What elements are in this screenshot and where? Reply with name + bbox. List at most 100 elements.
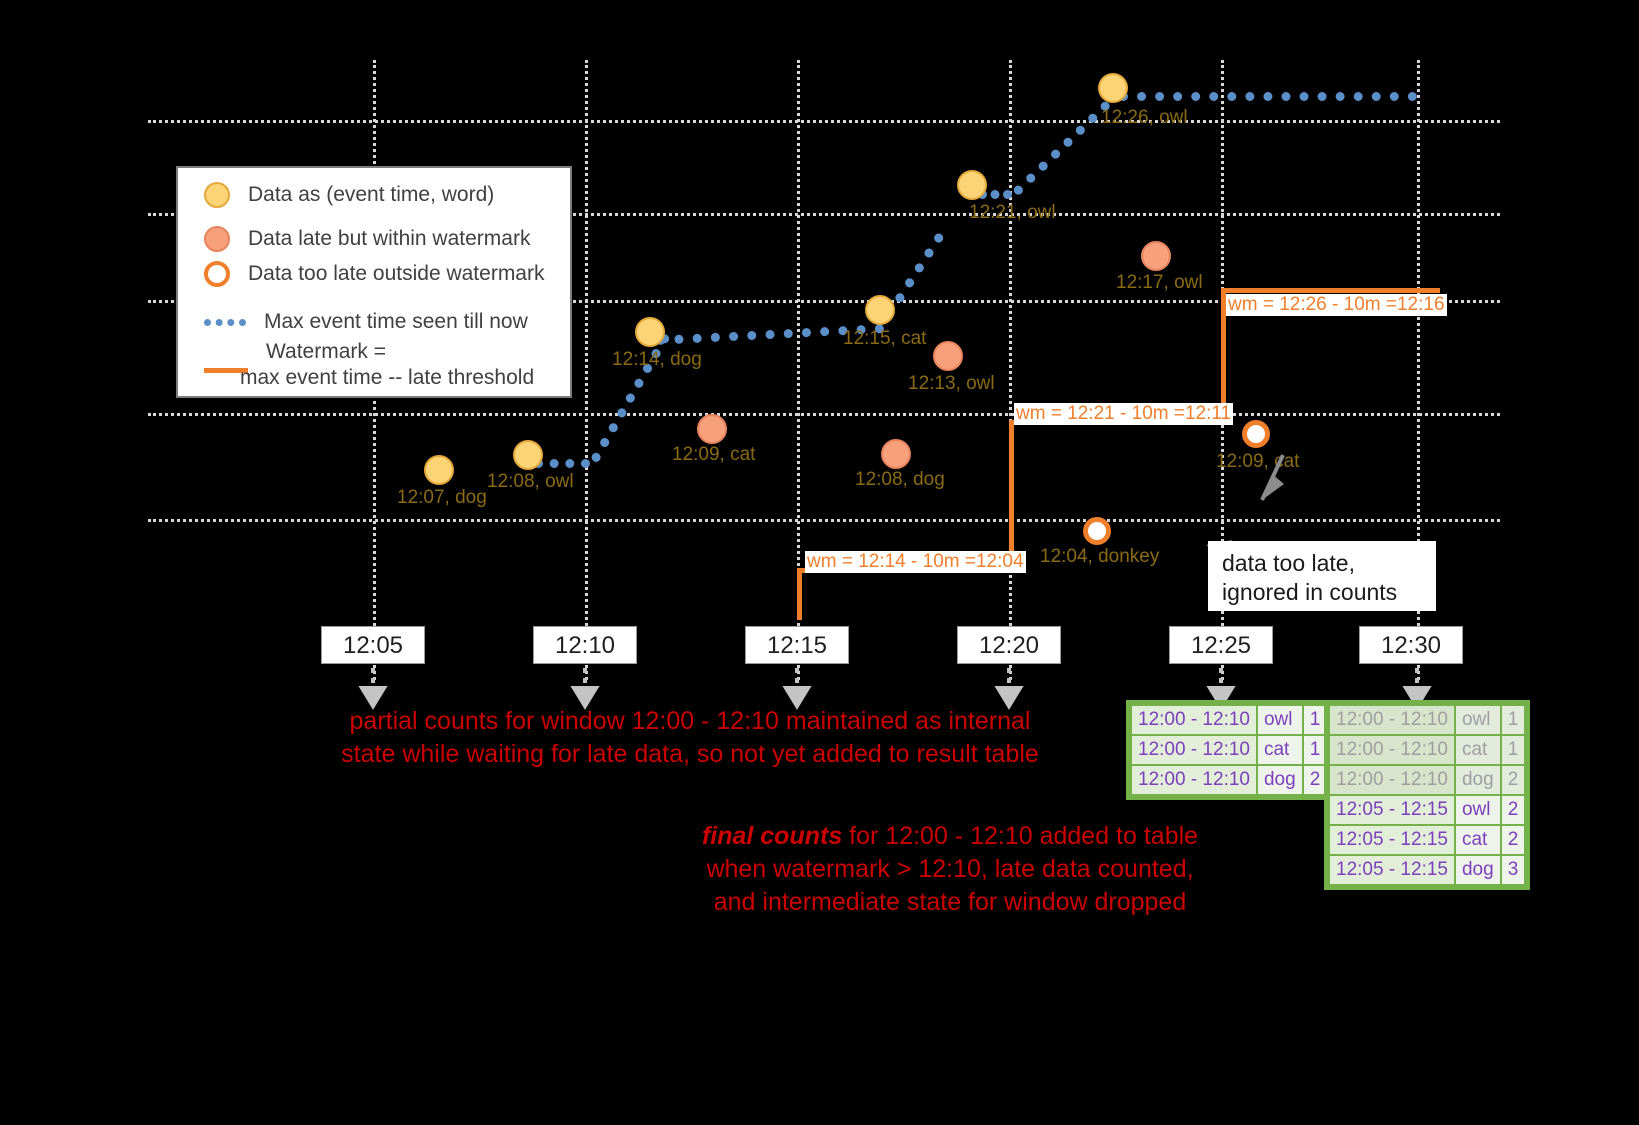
event-label: 12:17, owl	[1116, 272, 1203, 293]
time-axis-tick-1215: 12:15	[745, 626, 849, 664]
legend-label: Watermark =	[266, 340, 386, 363]
filled-salmon-circle-icon	[204, 226, 230, 252]
grid-hline	[148, 213, 1500, 216]
event-dot-ontime	[513, 440, 543, 470]
final-counts-annotation: final counts for 12:00 - 12:10 added to …	[700, 820, 1200, 919]
table-cell-count: 1	[1499, 734, 1527, 766]
table-cell-window: 12:05 - 12:15	[1328, 824, 1456, 856]
max-event-segment	[534, 459, 590, 468]
table-cell-word: dog	[1453, 764, 1502, 796]
event-dot-ontime	[1098, 73, 1128, 103]
event-label: 12:26, owl	[1101, 107, 1188, 128]
annotation-line: and intermediate state for window droppe…	[713, 888, 1187, 916]
table-cell-count: 1	[1499, 704, 1527, 736]
table-cell-word: dog	[1453, 854, 1502, 886]
table-row: 12:00 - 12:10 owl 1	[1328, 704, 1527, 736]
watermark-label: wm = 12:21 - 10m =12:11	[1014, 403, 1234, 425]
table-row: 12:05 - 12:15 owl 2	[1328, 794, 1527, 826]
annotation-line: final counts for 12:00 - 12:10 added to …	[700, 820, 1200, 853]
event-label: 12:13, owl	[908, 373, 995, 394]
annotation-line: when watermark > 12:10, late data counte…	[706, 855, 1194, 883]
event-label: 12:21, owl	[969, 202, 1056, 223]
table-cell-word: dog	[1255, 764, 1304, 796]
max-event-segment	[1119, 92, 1417, 101]
table-cell-window: 12:00 - 12:10	[1328, 704, 1456, 736]
annotation-line: partial counts for window 12:00 - 12:10 …	[349, 707, 1031, 735]
legend-label: Data as (event time, word)	[248, 183, 495, 206]
event-dot-ontime	[635, 317, 665, 347]
grid-hline	[148, 519, 1500, 522]
annotation-line: state while waiting for late data, so no…	[341, 740, 1039, 768]
table-cell-window: 12:00 - 12:10	[1328, 764, 1456, 796]
event-label: 12:09, cat	[1216, 451, 1300, 472]
result-table-2: 12:00 - 12:10 owl 1 12:00 - 12:10 cat 1 12:00 …	[1324, 700, 1531, 890]
event-label: 12:15, cat	[843, 328, 927, 349]
orange-solid-line-icon	[204, 368, 248, 373]
table-cell-word: cat	[1255, 734, 1304, 766]
time-axis-tick-1210: 12:10	[533, 626, 637, 664]
event-dot-late	[933, 341, 963, 371]
table-cell-word: owl	[1255, 704, 1304, 736]
watermark-riser	[1221, 288, 1226, 422]
table-row: 12:00 - 12:10 dog 2	[1130, 764, 1329, 796]
table-cell-count: 2	[1301, 764, 1329, 796]
event-dot-ontime	[957, 170, 987, 200]
table-cell-word: cat	[1453, 824, 1502, 856]
legend-item-max-event-time: Max event time seen till now	[178, 310, 528, 334]
grid-vline	[585, 60, 588, 680]
grid-vline	[1009, 60, 1012, 680]
table-cell-window: 12:00 - 12:10	[1328, 734, 1456, 766]
table-row: 12:00 - 12:10 cat 1	[1130, 734, 1329, 766]
legend-item-watermark: Watermark =	[178, 340, 386, 364]
max-event-segment	[978, 190, 1012, 199]
event-dot-ontime	[865, 295, 895, 325]
final-counts-emphasis: final counts	[701, 822, 843, 850]
watermark-tread	[1221, 288, 1440, 293]
grid-vline	[797, 60, 800, 680]
grid-hline	[148, 413, 1500, 416]
watermark-riser	[1009, 420, 1014, 570]
callout-box: data too late, ignored in counts	[1208, 541, 1436, 611]
event-label: 12:09, cat	[672, 444, 756, 465]
event-label: 12:04, donkey	[1040, 546, 1160, 567]
table-cell-count: 1	[1301, 704, 1329, 736]
legend-label: max event time -- late threshold	[240, 366, 535, 389]
table-cell-word: cat	[1453, 734, 1502, 766]
legend-label: Data too late outside watermark	[248, 262, 545, 285]
event-dot-toolate	[1083, 517, 1111, 545]
table-cell-window: 12:05 - 12:15	[1328, 794, 1456, 826]
table-cell-word: owl	[1453, 794, 1502, 826]
time-axis-tick-1230: 12:30	[1359, 626, 1463, 664]
event-label: 12:14, dog	[612, 349, 702, 370]
grid-hline	[148, 300, 1500, 303]
result-table-1: 12:00 - 12:10 owl 1 12:00 - 12:10 cat 1 12:00 …	[1126, 700, 1333, 800]
time-axis-tick-1220: 12:20	[957, 626, 1061, 664]
table-cell-window: 12:00 - 12:10	[1130, 734, 1258, 766]
legend-item-toolate: Data too late outside watermark	[178, 261, 544, 287]
legend-label: Data late but within watermark	[248, 227, 531, 250]
legend-label: Max event time seen till now	[264, 310, 528, 333]
max-event-segment	[1012, 87, 1124, 197]
grid-hline	[148, 120, 1500, 123]
table-cell-count: 2	[1499, 794, 1527, 826]
event-label: 12:08, dog	[855, 469, 945, 490]
filled-yellow-circle-icon	[204, 182, 230, 208]
watermark-riser	[797, 568, 802, 620]
table-row: 12:05 - 12:15 cat 2	[1328, 824, 1527, 856]
time-axis-tick-1225: 12:25	[1169, 626, 1273, 664]
table-cell-count: 2	[1499, 764, 1527, 796]
watermark-label: wm = 12:26 - 10m =12:16	[1226, 294, 1447, 316]
annotation-line-rest: for 12:00 - 12:10 added to table	[842, 822, 1199, 850]
callout-line: ignored in counts	[1222, 579, 1398, 605]
legend-panel: Data as (event time, word) Data late but…	[176, 166, 572, 398]
table-cell-window: 12:05 - 12:15	[1328, 854, 1456, 886]
blue-dotted-line-icon	[204, 318, 246, 326]
hollow-orange-circle-icon	[204, 261, 230, 287]
table-row: 12:05 - 12:15 dog 3	[1328, 854, 1527, 886]
table-cell-count: 3	[1499, 854, 1527, 886]
event-dot-ontime	[424, 455, 454, 485]
event-dot-late	[697, 414, 727, 444]
table-cell-word: owl	[1453, 704, 1502, 736]
table-row: 12:00 - 12:10 dog 2	[1328, 764, 1527, 796]
